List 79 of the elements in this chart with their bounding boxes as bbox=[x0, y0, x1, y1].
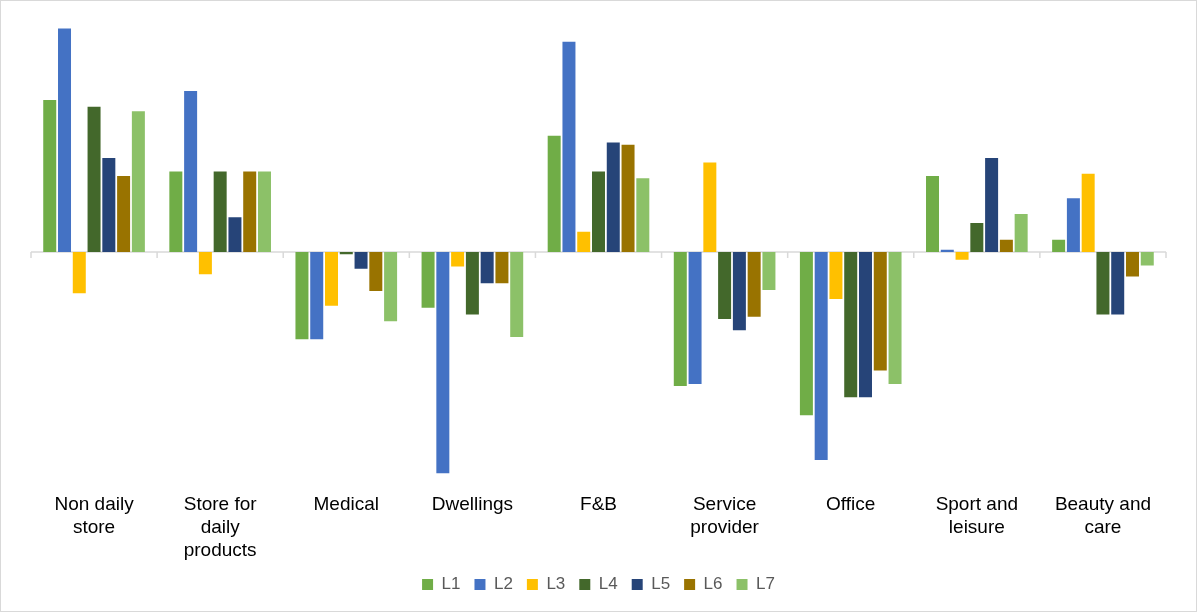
bar bbox=[703, 162, 717, 252]
x-tick-label: Medical bbox=[313, 493, 380, 515]
bar bbox=[43, 99, 57, 252]
bar bbox=[762, 251, 776, 290]
bar bbox=[72, 251, 86, 294]
bar bbox=[131, 111, 145, 252]
bar bbox=[1081, 173, 1095, 252]
bar bbox=[87, 106, 101, 252]
bar bbox=[873, 251, 887, 371]
bar bbox=[562, 41, 576, 252]
x-tick-label: Beauty and care bbox=[1054, 493, 1152, 538]
x-tick-label: F&B bbox=[580, 493, 617, 515]
bar bbox=[213, 171, 227, 252]
bar bbox=[999, 239, 1013, 252]
bar bbox=[117, 175, 131, 252]
bar bbox=[940, 249, 954, 252]
bar bbox=[547, 135, 561, 252]
bar bbox=[1066, 198, 1080, 252]
bar bbox=[636, 178, 650, 252]
x-tick-label: Store for daily products bbox=[183, 493, 258, 560]
bar bbox=[970, 222, 984, 252]
x-tick-label: Service provider bbox=[690, 493, 760, 538]
bar bbox=[325, 251, 339, 306]
bar bbox=[859, 251, 872, 398]
bar bbox=[451, 251, 465, 267]
bar bbox=[354, 251, 368, 269]
bar bbox=[814, 251, 828, 460]
bar bbox=[169, 171, 183, 252]
legend-label: L5 bbox=[651, 574, 671, 594]
bar bbox=[926, 175, 940, 252]
bar bbox=[198, 251, 212, 275]
bar bbox=[888, 251, 902, 384]
bar bbox=[1096, 251, 1110, 315]
bar bbox=[592, 171, 605, 252]
bar bbox=[673, 251, 687, 387]
bar bbox=[495, 251, 509, 284]
bar bbox=[243, 171, 257, 252]
bar bbox=[688, 251, 702, 384]
bar bbox=[1052, 239, 1066, 252]
bar bbox=[732, 251, 746, 331]
x-tick-label: Non daily store bbox=[54, 493, 135, 538]
bar bbox=[955, 251, 969, 260]
bar bbox=[228, 217, 242, 252]
bar bbox=[384, 251, 398, 322]
bar bbox=[577, 231, 591, 252]
legend-label: L4 bbox=[598, 574, 618, 594]
bar bbox=[480, 251, 494, 284]
x-tick-label: Sport and leisure bbox=[935, 493, 1019, 538]
bar bbox=[799, 251, 813, 416]
bar bbox=[421, 251, 435, 308]
legend-label: L1 bbox=[441, 574, 461, 594]
bar bbox=[102, 158, 116, 252]
bar bbox=[310, 251, 324, 340]
bar bbox=[747, 251, 761, 317]
bar bbox=[510, 251, 524, 337]
bar bbox=[1014, 213, 1028, 252]
bar bbox=[257, 171, 271, 252]
bar bbox=[1140, 251, 1154, 266]
bar bbox=[1125, 251, 1139, 277]
bar bbox=[369, 251, 383, 292]
bar bbox=[606, 142, 620, 252]
legend-label: L7 bbox=[756, 574, 775, 594]
x-tick-label: Dwellings bbox=[431, 493, 514, 515]
bar bbox=[465, 251, 479, 315]
legend-label: L2 bbox=[493, 574, 513, 594]
bar bbox=[436, 251, 450, 474]
bar bbox=[339, 251, 353, 255]
bar bbox=[621, 144, 635, 252]
bar bbox=[985, 158, 999, 252]
bar bbox=[1111, 251, 1125, 315]
bar bbox=[58, 28, 72, 252]
bar bbox=[829, 251, 843, 299]
bar bbox=[844, 251, 858, 398]
x-tick-label: Office bbox=[826, 493, 876, 515]
legend-label: L6 bbox=[703, 574, 723, 594]
bar bbox=[718, 251, 732, 320]
bar bbox=[295, 251, 309, 340]
bar bbox=[184, 91, 198, 252]
legend-label: L3 bbox=[546, 574, 566, 594]
